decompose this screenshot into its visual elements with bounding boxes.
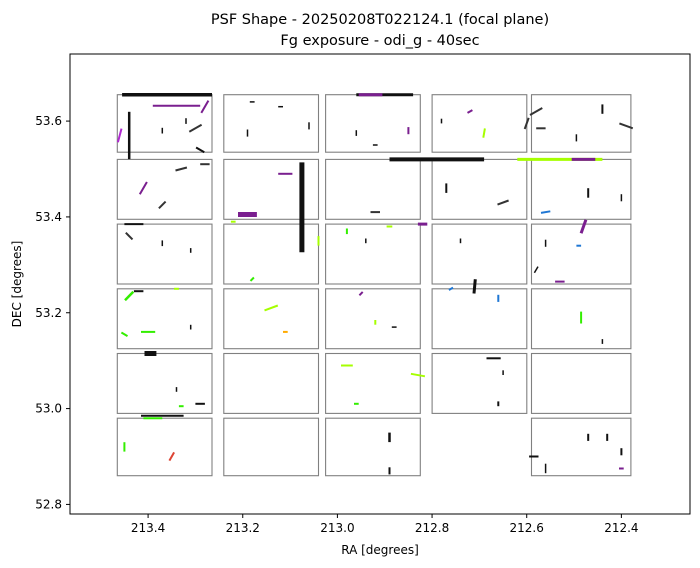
ccd-outline (116, 158, 213, 220)
psf-stick (358, 291, 364, 296)
ccd-outline (431, 288, 528, 350)
ccd-outline (530, 223, 632, 285)
x-tick-label: 213.4 (131, 521, 165, 535)
plot-frame (69, 53, 691, 515)
psf-stick (467, 109, 473, 114)
ccd-outline (223, 417, 320, 477)
psf-stick (529, 107, 543, 116)
ccd-outline (530, 352, 632, 414)
ccd-outline (325, 223, 421, 285)
ccd-outline (116, 417, 213, 477)
psf-stick (410, 372, 426, 378)
psf-stick (540, 210, 551, 214)
psf-stick (249, 276, 255, 282)
psf-stick (523, 117, 530, 130)
x-tick-label: 213.2 (226, 521, 260, 535)
psf-stick (200, 100, 210, 114)
ccd-outline (530, 94, 632, 153)
psf-stick (472, 279, 477, 294)
y-axis-ticks: 52.8 53.0 53.2 53.4 53.6 (35, 114, 70, 511)
x-tick-label: 213.0 (320, 521, 354, 535)
ccd-outline (116, 288, 213, 350)
psf-stick (158, 200, 167, 210)
psf-stick (264, 304, 279, 312)
x-tick-label: 212.8 (415, 521, 449, 535)
chart-title: PSF Shape - 20250208T022124.1 (focal pla… (211, 12, 549, 28)
ccd-outline (223, 158, 320, 220)
chart-subtitle: Fg exposure - odi_g - 40sec (280, 33, 479, 49)
y-tick-label: 52.8 (35, 497, 62, 511)
ccd-outline (116, 223, 213, 285)
ccd-outline (530, 417, 632, 477)
ccd-outline (325, 158, 421, 220)
y-tick-label: 53.0 (35, 402, 62, 416)
ccd-outline (223, 223, 320, 285)
ccd-outlines (116, 94, 632, 477)
psf-stick (124, 290, 135, 302)
ccd-outline (431, 223, 528, 285)
y-tick-label: 53.4 (35, 210, 62, 224)
psf-stick (448, 286, 454, 291)
ccd-outline (325, 417, 421, 477)
ccd-outline (223, 288, 320, 350)
psf-stick (533, 266, 539, 274)
y-axis-label: DEC [degrees] (10, 241, 24, 328)
x-tick-label: 212.4 (604, 521, 638, 535)
y-tick-label: 53.6 (35, 114, 62, 128)
psf-sticks (116, 92, 634, 475)
psf-stick (125, 231, 134, 241)
psf-stick (195, 146, 205, 154)
ccd-outline (325, 288, 421, 350)
psf-stick (168, 451, 175, 462)
ccd-outline (431, 352, 528, 414)
ccd-outline (223, 94, 320, 153)
psf-stick (138, 181, 148, 195)
psf-stick (579, 219, 588, 234)
psf-stick (619, 122, 634, 130)
psf-stick (497, 199, 509, 206)
ccd-outline (116, 352, 213, 414)
ccd-outline (223, 352, 320, 414)
ccd-outline (530, 288, 632, 350)
x-tick-label: 212.6 (510, 521, 544, 535)
y-tick-label: 53.2 (35, 306, 62, 320)
psf-stick (120, 331, 129, 337)
psf-stick (175, 166, 188, 172)
x-axis-ticks: 213.4 213.2 213.0 212.8 212.6 212.4 (131, 514, 639, 535)
x-axis-label: RA [degrees] (341, 543, 419, 557)
psf-stick (116, 128, 123, 143)
psf-stick (482, 128, 486, 138)
ccd-outline (325, 352, 421, 414)
psf-stick (188, 123, 203, 133)
